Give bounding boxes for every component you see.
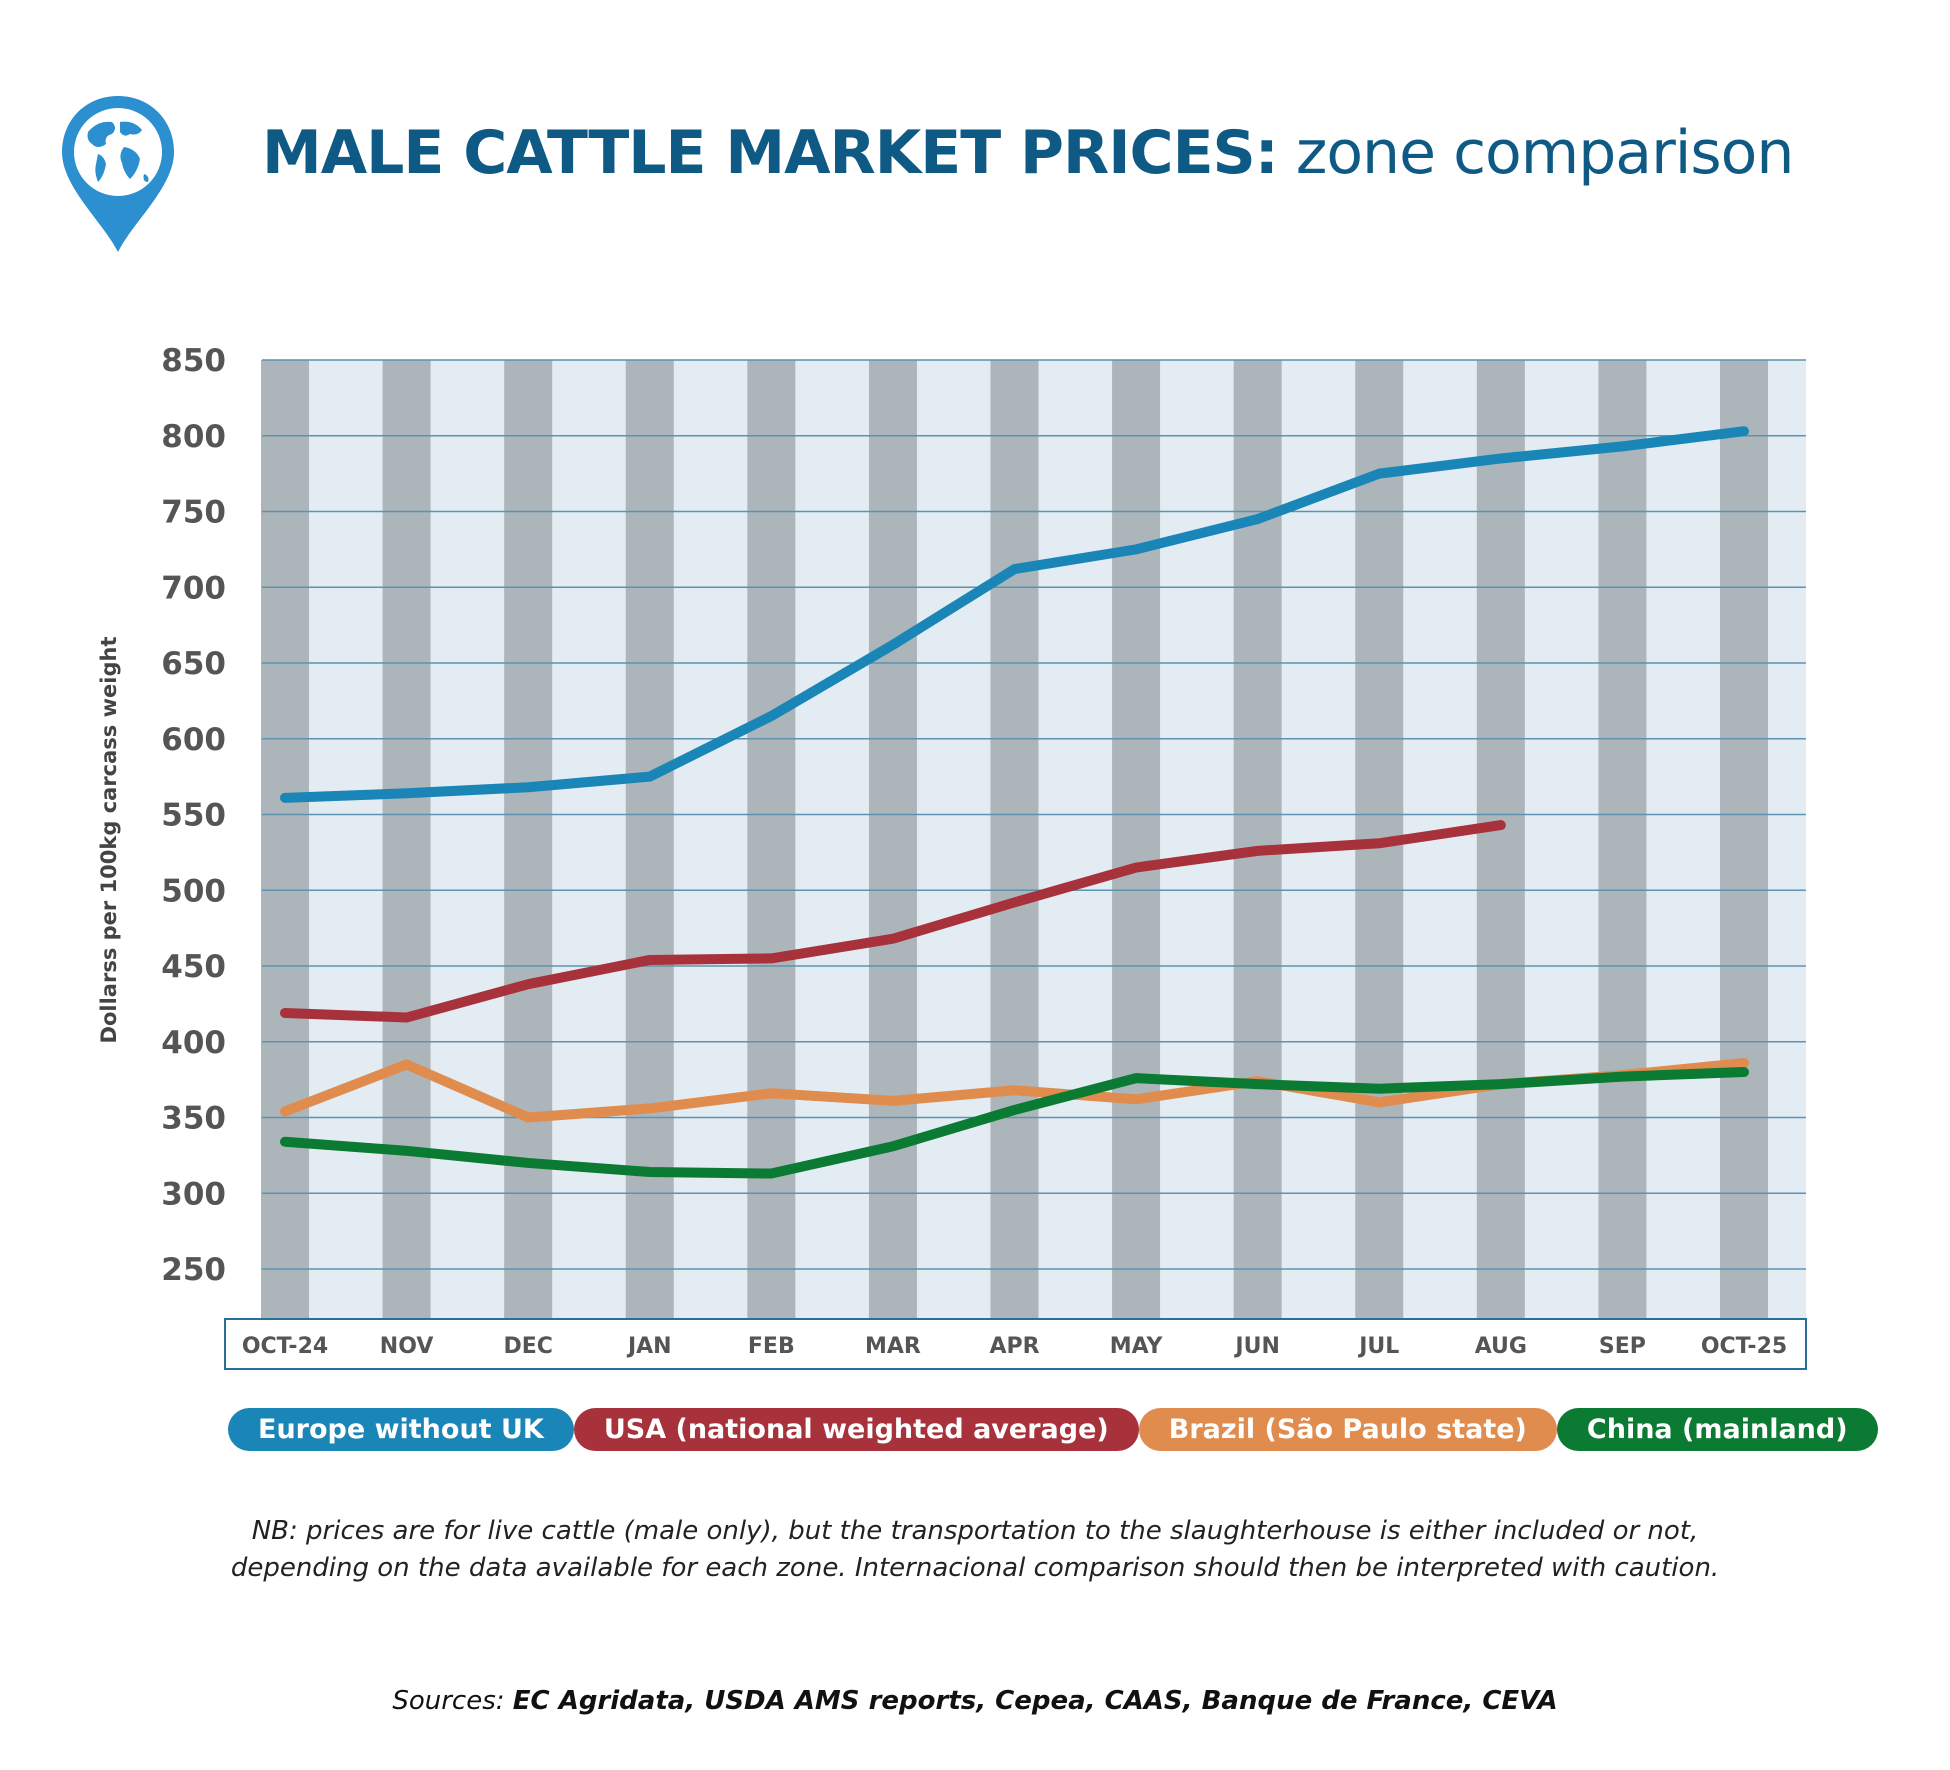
month-stripe — [625, 360, 674, 1319]
y-axis-label: Dollarss per 100kg carcass weight — [97, 637, 121, 1044]
month-stripe — [1233, 360, 1282, 1319]
x-tick-label: DEC — [503, 1334, 552, 1359]
x-tick-label: NOV — [380, 1334, 434, 1359]
y-tick-label: 300 — [161, 1176, 226, 1212]
y-tick-label: 850 — [161, 343, 226, 379]
y-tick-label: 550 — [161, 798, 226, 834]
month-stripe — [261, 360, 309, 1319]
x-tick-label: JAN — [626, 1334, 672, 1359]
x-tick-label: APR — [989, 1334, 1039, 1359]
x-tick-label: AUG — [1475, 1334, 1527, 1359]
line-chart: 250 300 350 400 450 500 550 600 650 700 750 800 850 O… — [97, 343, 1807, 1370]
footnote-line-1: NB: prices are for live cattle (male onl… — [251, 1516, 1699, 1546]
y-tick-label: 250 — [161, 1252, 226, 1288]
x-tick-label: OCT-25 — [1701, 1334, 1787, 1359]
x-axis-box — [224, 1318, 1807, 1370]
sources: Sources: EC Agridata, USDA AMS reports, … — [0, 1686, 1950, 1716]
title-bold: MALE CATTLE MARKET PRICES: — [262, 118, 1279, 188]
x-tick-label: JUL — [1357, 1334, 1399, 1359]
legend-item: USA (national weighted average) — [573, 1408, 1139, 1451]
y-tick-label: 700 — [161, 570, 226, 606]
legend-item: Europe without UK — [228, 1408, 574, 1451]
y-tick-label: 800 — [161, 419, 226, 455]
x-tick-label: FEB — [748, 1334, 795, 1359]
month-stripe — [1112, 360, 1161, 1319]
x-tick-label: SEP — [1599, 1334, 1646, 1359]
month-stripe — [990, 360, 1039, 1319]
x-tick-label: JUN — [1233, 1334, 1279, 1359]
sources-list: EC Agridata, USDA AMS reports, Cepea, CA… — [512, 1686, 1558, 1716]
month-stripe — [1476, 360, 1525, 1319]
title-rest: zone comparison — [1277, 118, 1795, 188]
month-stripe — [1598, 360, 1647, 1319]
y-tick-label: 500 — [161, 873, 226, 909]
x-tick-label: MAY — [1110, 1334, 1164, 1359]
page-title: MALE CATTLE MARKET PRICES: zone comparis… — [262, 118, 1795, 188]
y-tick-label: 750 — [161, 495, 226, 531]
month-stripe — [504, 360, 553, 1319]
series-line — [280, 1067, 1749, 1179]
legend: Europe without UK USA (national weighted … — [228, 1408, 1878, 1451]
y-tick-label: 650 — [161, 646, 226, 682]
sources-label: Sources: — [392, 1686, 513, 1716]
y-tick-label: 400 — [161, 1025, 226, 1061]
month-stripe — [747, 360, 796, 1319]
legend-item: China (mainland) — [1556, 1408, 1878, 1451]
series-line — [280, 820, 1506, 1023]
x-tick-label: OCT-24 — [242, 1334, 328, 1359]
month-stripe — [382, 360, 431, 1319]
footnote-line-2: depending on the data available for each… — [230, 1553, 1720, 1583]
month-stripe — [868, 360, 917, 1319]
globe-pin-logo-icon — [58, 92, 178, 261]
y-tick-label: 600 — [161, 722, 226, 758]
series-line — [280, 426, 1749, 803]
y-tick-label: 350 — [161, 1101, 226, 1137]
y-tick-label: 450 — [161, 949, 226, 985]
legend-item: Brazil (São Paulo state) — [1138, 1408, 1557, 1451]
month-stripe — [1720, 360, 1768, 1319]
footnote: NB: prices are for live cattle (male onl… — [0, 1513, 1950, 1587]
x-tick-label: MAR — [865, 1334, 921, 1359]
